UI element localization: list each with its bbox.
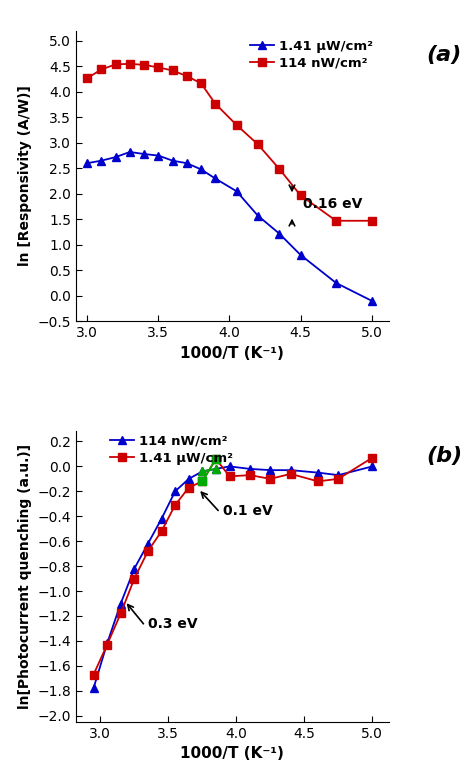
114 nW/cm² (333, 216, 339, 225)
1.41 μW/cm² (288, 469, 293, 478)
1.41 μW/cm² (155, 151, 161, 161)
114 nW/cm² (127, 59, 133, 68)
114 nW/cm² (184, 71, 190, 81)
Text: 0.3 eV: 0.3 eV (148, 617, 198, 631)
114 nW/cm² (369, 216, 374, 225)
1.41 μW/cm² (369, 296, 374, 306)
Y-axis label: ln[Photocurrent quenching (a.u.)]: ln[Photocurrent quenching (a.u.)] (18, 444, 32, 710)
1.41 μW/cm² (336, 475, 341, 484)
1.41 μW/cm² (247, 471, 253, 480)
114 nW/cm² (99, 65, 104, 74)
1.41 μW/cm² (267, 475, 273, 484)
1.41 μW/cm² (127, 147, 133, 157)
114 nW/cm² (131, 564, 137, 573)
X-axis label: 1000/T (K⁻¹): 1000/T (K⁻¹) (180, 746, 284, 761)
114 nW/cm² (227, 462, 232, 471)
1.41 μW/cm² (91, 670, 96, 679)
114 nW/cm² (186, 475, 191, 484)
114 nW/cm² (91, 684, 96, 693)
Y-axis label: ln [Responsivity (A/W)]: ln [Responsivity (A/W)] (18, 85, 32, 266)
Line: 1.41 μW/cm²: 1.41 μW/cm² (90, 454, 376, 679)
1.41 μW/cm² (145, 547, 151, 556)
114 nW/cm² (84, 74, 90, 83)
Line: 114 nW/cm²: 114 nW/cm² (83, 60, 376, 225)
1.41 μW/cm² (370, 453, 375, 462)
Text: (a): (a) (426, 45, 462, 65)
1.41 μW/cm² (159, 527, 164, 536)
1.41 μW/cm² (213, 455, 219, 464)
1.41 μW/cm² (113, 153, 118, 162)
1.41 μW/cm² (298, 250, 303, 260)
1.41 μW/cm² (200, 477, 205, 486)
114 nW/cm² (200, 467, 205, 476)
1.41 μW/cm² (276, 229, 282, 238)
1.41 μW/cm² (141, 150, 147, 159)
114 nW/cm² (118, 599, 124, 608)
1.41 μW/cm² (255, 211, 261, 220)
1.41 μW/cm² (184, 158, 190, 167)
114 nW/cm² (113, 60, 118, 69)
1.41 μW/cm² (212, 174, 218, 183)
114 nW/cm² (276, 164, 282, 174)
114 nW/cm² (198, 78, 204, 88)
Legend: 1.41 μW/cm², 114 nW/cm²: 1.41 μW/cm², 114 nW/cm² (247, 38, 376, 72)
114 nW/cm² (155, 63, 161, 72)
Text: (b): (b) (426, 446, 462, 466)
Line: 114 nW/cm²: 114 nW/cm² (90, 462, 376, 693)
114 nW/cm² (212, 99, 218, 108)
1.41 μW/cm² (172, 501, 178, 510)
114 nW/cm² (298, 190, 303, 200)
114 nW/cm² (336, 471, 341, 480)
114 nW/cm² (170, 66, 175, 75)
114 nW/cm² (141, 60, 147, 69)
114 nW/cm² (255, 140, 261, 149)
1.41 μW/cm² (315, 477, 321, 486)
114 nW/cm² (234, 121, 239, 130)
Line: 1.41 μW/cm²: 1.41 μW/cm² (83, 147, 376, 305)
Legend: 114 nW/cm², 1.41 μW/cm²: 114 nW/cm², 1.41 μW/cm² (108, 432, 236, 468)
Text: 0.16 eV: 0.16 eV (303, 197, 363, 211)
Text: 0.1 eV: 0.1 eV (223, 504, 273, 518)
114 nW/cm² (288, 465, 293, 475)
114 nW/cm² (104, 639, 110, 648)
1.41 μW/cm² (333, 278, 339, 287)
114 nW/cm² (145, 539, 151, 548)
1.41 μW/cm² (118, 609, 124, 618)
1.41 μW/cm² (84, 158, 90, 167)
114 nW/cm² (213, 465, 219, 474)
1.41 μW/cm² (104, 640, 110, 649)
X-axis label: 1000/T (K⁻¹): 1000/T (K⁻¹) (180, 346, 284, 360)
114 nW/cm² (267, 465, 273, 475)
1.41 μW/cm² (198, 164, 204, 174)
1.41 μW/cm² (131, 574, 137, 583)
114 nW/cm² (370, 462, 375, 471)
1.41 μW/cm² (99, 156, 104, 165)
1.41 μW/cm² (234, 187, 239, 196)
1.41 μW/cm² (227, 472, 232, 481)
114 nW/cm² (159, 514, 164, 523)
1.41 μW/cm² (186, 483, 191, 492)
114 nW/cm² (247, 465, 253, 474)
114 nW/cm² (172, 487, 178, 496)
1.41 μW/cm² (170, 156, 175, 165)
114 nW/cm² (315, 468, 321, 477)
